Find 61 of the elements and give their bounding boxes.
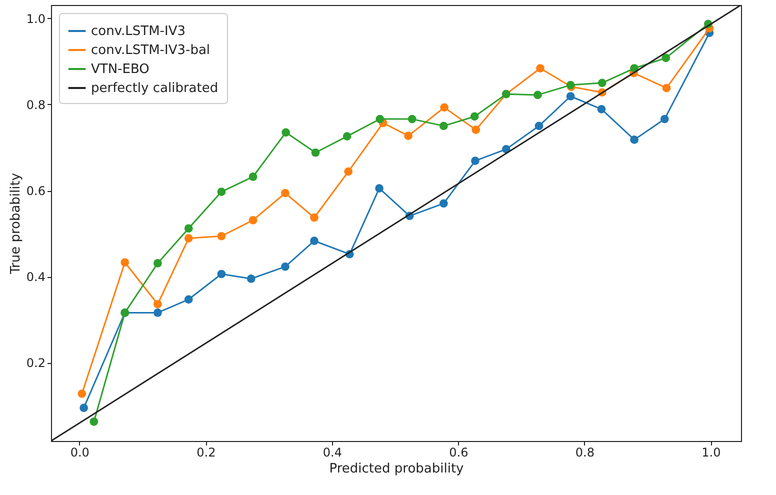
point (566, 92, 575, 100)
point (471, 156, 480, 165)
point (344, 167, 353, 176)
point (184, 224, 193, 233)
legend-label: perfectly calibrated (91, 81, 218, 96)
point (281, 188, 290, 198)
point (536, 64, 544, 72)
point (154, 300, 162, 308)
x-tick-label: 1.0 (702, 446, 721, 460)
point (470, 112, 479, 121)
y-tick-label: 0.8 (26, 98, 46, 112)
point (404, 132, 412, 140)
point (376, 114, 384, 124)
point (630, 136, 638, 144)
x-tick-label: 0.4 (322, 446, 342, 460)
point (217, 232, 226, 240)
y-axis-title: True probability (8, 172, 24, 276)
y-tick-label: 0.6 (26, 184, 46, 198)
point (662, 54, 670, 62)
y-tick-label: 0.2 (26, 356, 46, 370)
x-tick-label: 0.2 (196, 446, 216, 460)
x-axis-title: Predicted probability (329, 462, 464, 476)
legend-label: VTN-EBO (91, 62, 150, 77)
point (439, 199, 448, 208)
point (154, 259, 162, 268)
point (248, 172, 258, 181)
point (184, 295, 193, 304)
point (598, 78, 606, 88)
point (534, 90, 542, 100)
point (440, 103, 448, 112)
legend-label: conv.LSTM-IV3 (91, 24, 186, 39)
point (310, 236, 318, 246)
point (154, 308, 162, 317)
point (184, 234, 193, 242)
legend-label: conv.LSTM-IV3-bal (91, 43, 210, 58)
point (282, 128, 290, 137)
point (472, 126, 480, 134)
x-tick-label: 0.8 (575, 446, 594, 460)
point (662, 84, 671, 92)
point (80, 404, 88, 412)
point (439, 122, 448, 130)
y-tick-label: 0.4 (26, 270, 46, 284)
point (342, 132, 352, 140)
point (597, 104, 606, 114)
point (217, 270, 226, 278)
point (217, 188, 226, 196)
x-tick-label: 0.0 (70, 446, 90, 460)
point (120, 258, 130, 267)
point (311, 148, 320, 157)
point (78, 389, 86, 398)
point (281, 262, 290, 271)
point (248, 216, 258, 224)
point (408, 114, 416, 124)
point (90, 417, 98, 426)
point (310, 213, 318, 222)
point (534, 122, 544, 130)
point (375, 184, 384, 193)
point (660, 114, 669, 124)
point (246, 274, 256, 283)
x-tick-label: 0.6 (449, 446, 468, 460)
y-tick-label: 1.0 (26, 12, 46, 26)
